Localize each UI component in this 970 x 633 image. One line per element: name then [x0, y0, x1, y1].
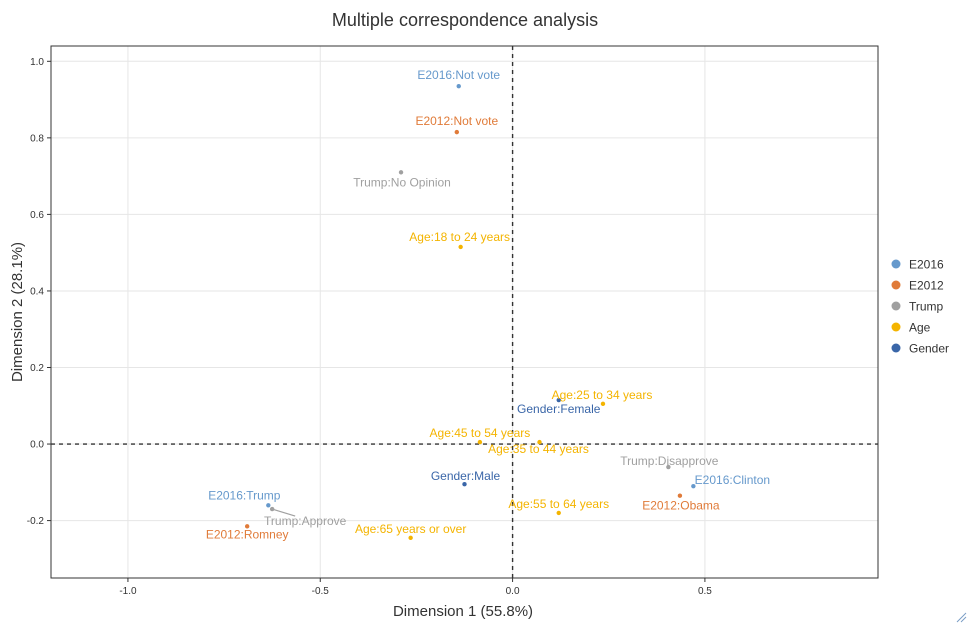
data-point — [266, 503, 271, 508]
data-points — [244, 83, 696, 541]
legend-swatch — [891, 280, 901, 290]
legend-swatch — [891, 322, 901, 332]
point-label: Gender:Female — [517, 402, 601, 416]
y-tick-label: 0.6 — [30, 210, 44, 221]
axis-ticks: -1.0 -0.5 0.0 0.5 -0.2 0.0 0.2 0.4 0.6 0.8 1.0 — [27, 57, 713, 597]
point-label: Age:25 to 34 years — [552, 388, 653, 402]
data-point — [677, 493, 683, 498]
y-tick-label: 0.4 — [30, 286, 44, 297]
legend-entry: Age — [909, 321, 931, 335]
point-label: Trump:No Opinion — [353, 175, 451, 189]
legend-entry: E2012 — [909, 279, 944, 293]
point-label: Age:45 to 54 years — [430, 426, 531, 440]
reference-lines — [51, 46, 878, 578]
y-tick-label: 0.0 — [30, 440, 44, 451]
point-label: E2012:Obama — [642, 499, 720, 513]
legend-entry: E2016 — [909, 258, 944, 272]
point-label: E2012:Not vote — [415, 114, 498, 128]
point-label: Gender:Male — [431, 469, 501, 483]
y-tick-label: 0.8 — [30, 133, 44, 144]
point-label: E2012:Romney — [206, 527, 289, 541]
y-tick-label: 1.0 — [30, 57, 44, 68]
x-tick-label: 0.5 — [698, 586, 712, 597]
point-label: Trump:Approve — [264, 514, 347, 528]
point-label: Age:65 years or over — [355, 522, 466, 536]
point-label: E2016:Clinton — [695, 473, 770, 487]
data-point — [691, 483, 696, 489]
y-axis-title: Dimension 2 (28.1%) — [9, 242, 26, 382]
x-tick-label: 0.0 — [506, 586, 520, 597]
label-connector — [271, 508, 296, 517]
legend: E2016 E2012 Trump Age Gender — [891, 258, 949, 356]
point-label: Trump:Disapprove — [620, 454, 719, 468]
data-point — [458, 244, 463, 250]
data-point — [462, 482, 467, 487]
legend-entry: Trump — [909, 300, 944, 314]
data-point — [244, 524, 250, 529]
x-tick-label: -0.5 — [312, 586, 330, 597]
x-tick-label: -1.0 — [119, 586, 137, 597]
data-point — [556, 510, 561, 516]
data-point — [269, 506, 275, 512]
data-point — [456, 83, 461, 89]
data-point — [556, 397, 561, 403]
point-label: Age:18 to 24 years — [409, 230, 510, 244]
legend-swatch — [891, 343, 901, 353]
data-point — [454, 129, 460, 135]
point-label: E2016:Not vote — [417, 68, 500, 82]
chart-title: Multiple correspondence analysis — [332, 10, 598, 30]
point-label: E2016:Trump — [208, 488, 281, 502]
data-point — [600, 401, 606, 407]
data-point — [477, 439, 483, 445]
data-point — [408, 535, 413, 541]
legend-swatch — [891, 301, 901, 311]
y-tick-label: -0.2 — [27, 516, 45, 527]
y-tick-label: 0.2 — [30, 363, 44, 374]
label-connectors — [271, 508, 296, 517]
point-label: Age:35 to 44 years — [488, 442, 589, 456]
legend-swatch — [891, 259, 901, 269]
x-axis-title: Dimension 1 (55.8%) — [393, 603, 533, 620]
point-label: Age:55 to 64 years — [508, 497, 609, 511]
data-point — [666, 464, 671, 470]
data-point — [537, 439, 542, 445]
legend-entry: Gender — [909, 342, 949, 356]
point-labels: E2016:Not vote E2016:Trump E2016:Clinton E2… — [206, 68, 770, 541]
plot-frame — [50, 45, 879, 579]
data-point — [398, 170, 404, 175]
resize-handle-icon[interactable] — [956, 612, 967, 623]
